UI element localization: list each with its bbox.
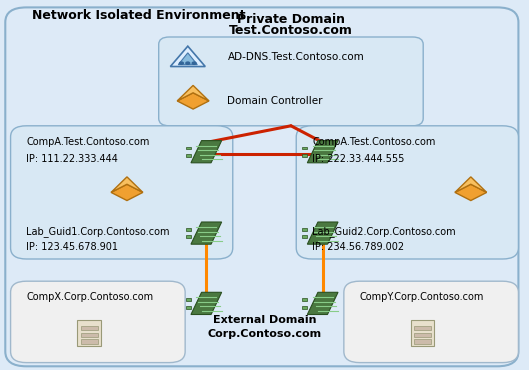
FancyBboxPatch shape [411, 320, 434, 346]
Text: CompX.Corp.Contoso.com: CompX.Corp.Contoso.com [26, 292, 153, 302]
FancyBboxPatch shape [186, 147, 191, 149]
Text: IP: 123.45.678.901: IP: 123.45.678.901 [26, 242, 118, 252]
FancyBboxPatch shape [186, 306, 191, 309]
FancyBboxPatch shape [81, 333, 98, 337]
Circle shape [179, 61, 184, 65]
FancyBboxPatch shape [11, 126, 233, 259]
Polygon shape [177, 93, 209, 109]
FancyBboxPatch shape [344, 281, 518, 363]
FancyBboxPatch shape [414, 326, 431, 330]
FancyBboxPatch shape [81, 339, 98, 344]
FancyBboxPatch shape [159, 37, 423, 126]
Polygon shape [111, 184, 143, 201]
FancyBboxPatch shape [302, 147, 307, 149]
Polygon shape [307, 292, 338, 314]
Text: Network Isolated Environment: Network Isolated Environment [32, 9, 245, 22]
Text: CompA.Test.Contoso.com: CompA.Test.Contoso.com [26, 137, 150, 147]
Text: CompY.Corp.Contoso.com: CompY.Corp.Contoso.com [360, 292, 484, 302]
FancyBboxPatch shape [302, 298, 307, 301]
FancyBboxPatch shape [186, 228, 191, 231]
Text: AD-DNS.Test.Contoso.com: AD-DNS.Test.Contoso.com [227, 53, 364, 63]
Text: Lab_Guid2.Corp.Contoso.com: Lab_Guid2.Corp.Contoso.com [312, 226, 456, 236]
FancyBboxPatch shape [302, 306, 307, 309]
FancyBboxPatch shape [302, 154, 307, 157]
Text: Private Domain: Private Domain [237, 13, 345, 26]
Text: Corp.Contoso.com: Corp.Contoso.com [207, 329, 322, 339]
FancyBboxPatch shape [302, 228, 307, 231]
Text: Domain Controller: Domain Controller [227, 96, 323, 106]
FancyBboxPatch shape [78, 320, 101, 346]
Polygon shape [455, 184, 487, 201]
FancyBboxPatch shape [296, 126, 518, 259]
FancyBboxPatch shape [11, 281, 185, 363]
FancyBboxPatch shape [5, 7, 518, 366]
Polygon shape [191, 222, 222, 244]
Polygon shape [307, 141, 338, 163]
Text: IP: 111.22.333.444: IP: 111.22.333.444 [26, 154, 118, 164]
FancyBboxPatch shape [81, 326, 98, 330]
Polygon shape [178, 53, 197, 65]
Text: Test.Contoso.com: Test.Contoso.com [229, 24, 353, 37]
Polygon shape [191, 141, 222, 163]
Polygon shape [455, 177, 487, 192]
Circle shape [191, 61, 197, 65]
Polygon shape [191, 292, 222, 314]
FancyBboxPatch shape [186, 235, 191, 238]
Polygon shape [177, 85, 209, 101]
FancyBboxPatch shape [414, 339, 431, 344]
Circle shape [185, 61, 190, 65]
Text: External Domain: External Domain [213, 315, 316, 325]
Text: CompA.Test.Contoso.com: CompA.Test.Contoso.com [312, 137, 435, 147]
FancyBboxPatch shape [302, 235, 307, 238]
FancyBboxPatch shape [414, 333, 431, 337]
Polygon shape [170, 46, 205, 67]
Text: Lab_Guid1.Corp.Contoso.com: Lab_Guid1.Corp.Contoso.com [26, 226, 170, 236]
Polygon shape [111, 177, 143, 192]
Text: IP: 222.33.444.555: IP: 222.33.444.555 [312, 154, 405, 164]
FancyBboxPatch shape [186, 298, 191, 301]
Polygon shape [307, 222, 338, 244]
FancyBboxPatch shape [186, 154, 191, 157]
Text: IP: 234.56.789.002: IP: 234.56.789.002 [312, 242, 404, 252]
